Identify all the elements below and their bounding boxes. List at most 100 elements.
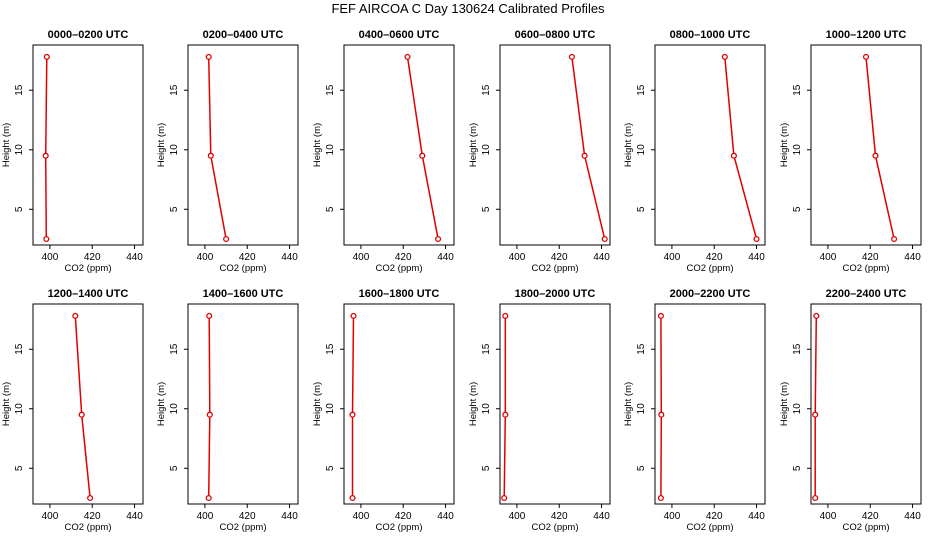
y-tick-label: 5 [481, 206, 492, 212]
x-tick-label: 400 [509, 252, 526, 263]
x-axis-label: CO2 (ppm) [220, 522, 267, 533]
panel-5: 1000–1200 UTC 400 420 440 5 10 15 CO2 (ppm) Heig… [779, 29, 922, 274]
y-axis-label: Height (m) [312, 382, 323, 426]
profile-point [812, 411, 819, 418]
profile-line [503, 315, 507, 499]
y-tick-label: 5 [169, 206, 180, 212]
y-tick-label: 15 [169, 84, 180, 96]
y-tick-label: 5 [169, 465, 180, 471]
panel-title: 0800–1000 UTC [670, 29, 751, 41]
panel-title: 1400–1600 UTC [203, 288, 284, 300]
profile-point [568, 53, 575, 60]
x-tick-label: 440 [281, 511, 298, 522]
profile-point [206, 312, 213, 319]
y-tick-label: 15 [169, 343, 180, 355]
y-tick-label: 10 [14, 144, 25, 156]
plot-frame [499, 303, 611, 505]
y-axis-label: Height (m) [623, 123, 634, 167]
plot-frame [32, 303, 144, 505]
y-tick-label: 15 [325, 343, 336, 355]
x-tick-label: 400 [509, 511, 526, 522]
x-tick-label: 440 [126, 511, 143, 522]
plot-frame [810, 303, 922, 505]
x-tick-label: 420 [395, 511, 412, 522]
y-tick-label: 5 [636, 206, 647, 212]
plot-frame [343, 44, 455, 246]
profile-point [350, 312, 357, 319]
profile-line [406, 56, 439, 240]
y-tick-label: 5 [636, 465, 647, 471]
y-axis-label: Height (m) [156, 382, 167, 426]
y-tick-label: 10 [169, 403, 180, 415]
x-tick-label: 400 [353, 252, 370, 263]
y-tick-label: 5 [14, 465, 25, 471]
panel-9: 1800–2000 UTC 400 420 440 5 10 15 CO2 (ppm) Heig… [468, 288, 611, 533]
panel-2: 0400–0600 UTC 400 420 440 5 10 15 CO2 (ppm) Heig… [312, 29, 455, 274]
profile-point [419, 152, 426, 159]
x-axis-label: CO2 (ppm) [532, 263, 579, 274]
panel-title: 1800–2000 UTC [515, 288, 596, 300]
y-axis-label: Height (m) [312, 123, 323, 167]
profile-point [72, 312, 79, 319]
x-tick-label: 440 [437, 252, 454, 263]
plot-frame [187, 303, 299, 505]
y-tick-label: 10 [169, 144, 180, 156]
y-tick-label: 10 [636, 403, 647, 415]
x-tick-label: 420 [551, 511, 568, 522]
plot-frame [499, 44, 611, 246]
profile-point [404, 53, 411, 60]
profile-line [724, 56, 758, 240]
profile-point [78, 411, 85, 418]
panel-title: 1600–1800 UTC [359, 288, 440, 300]
y-tick-label: 15 [792, 84, 803, 96]
y-axis-label: Height (m) [156, 123, 167, 167]
panel-title: 2000–2200 UTC [670, 288, 751, 300]
profile-panels: 0000–0200 UTC 400 420 440 5 10 15 CO2 (ppm) Heig… [1, 29, 922, 533]
x-tick-label: 400 [820, 252, 837, 263]
x-tick-label: 440 [437, 511, 454, 522]
x-tick-label: 440 [593, 252, 610, 263]
profile-point [657, 494, 664, 502]
profile-point [862, 53, 870, 60]
panel-title: 1000–1200 UTC [826, 29, 907, 41]
y-tick-label: 5 [325, 206, 336, 212]
x-tick-label: 440 [904, 252, 921, 263]
profile-point [349, 494, 356, 502]
y-tick-label: 15 [325, 84, 336, 96]
y-tick-label: 10 [325, 403, 336, 415]
plot-frame [32, 44, 144, 246]
x-tick-label: 420 [862, 252, 879, 263]
x-axis-label: CO2 (ppm) [687, 263, 734, 274]
profile-point [812, 494, 819, 502]
y-axis-label: Height (m) [779, 382, 790, 426]
y-tick-label: 5 [14, 206, 25, 212]
y-tick-label: 10 [14, 403, 25, 415]
profile-point [813, 312, 820, 319]
x-tick-label: 440 [748, 511, 765, 522]
y-tick-label: 15 [481, 84, 492, 96]
x-tick-label: 420 [706, 252, 723, 263]
x-axis-label: CO2 (ppm) [376, 522, 423, 533]
profile-line [74, 315, 91, 499]
y-tick-label: 15 [14, 84, 25, 96]
x-tick-label: 420 [706, 511, 723, 522]
x-axis-label: CO2 (ppm) [376, 263, 423, 274]
plot-frame [654, 44, 766, 246]
x-tick-label: 420 [551, 252, 568, 263]
profile-point [891, 235, 898, 243]
x-tick-label: 440 [281, 252, 298, 263]
panel-10: 2000–2200 UTC 400 420 440 5 10 15 CO2 (ppm) Heig… [623, 288, 766, 533]
panel-11: 2200–2400 UTC 400 420 440 5 10 15 CO2 (ppm) Heig… [779, 288, 922, 533]
x-tick-label: 420 [239, 511, 256, 522]
profile-line [865, 56, 895, 240]
profile-point [581, 152, 588, 159]
x-tick-label: 440 [593, 511, 610, 522]
x-tick-label: 420 [84, 252, 101, 263]
profile-line [571, 56, 606, 240]
panel-title: 1200–1400 UTC [48, 288, 129, 300]
x-tick-label: 400 [353, 511, 370, 522]
x-tick-label: 440 [748, 252, 765, 263]
panel-8: 1600–1800 UTC 400 420 440 5 10 15 CO2 (ppm) Heig… [312, 288, 455, 533]
y-tick-label: 5 [792, 465, 803, 471]
